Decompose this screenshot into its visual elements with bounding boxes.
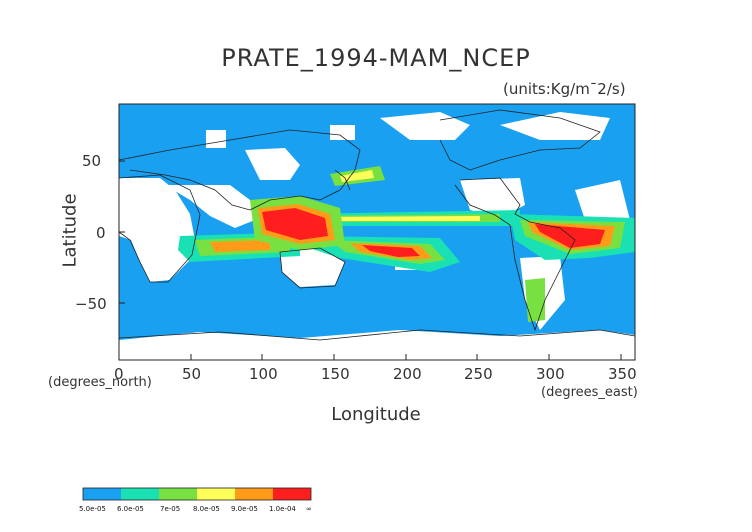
x-tick-100: 100	[249, 365, 278, 383]
x-tick-200: 200	[393, 365, 422, 383]
colorbar-label-2: 6.0e-05	[117, 505, 144, 513]
colorbar-swatch-2	[121, 488, 159, 500]
colorbar-label-6: 1.0e-04	[269, 505, 296, 513]
colorbar-label-5: 9.0e-05	[231, 505, 258, 513]
coastlines	[118, 109, 636, 341]
chart-title: PRATE_1994-MAM_NCEP	[221, 44, 531, 72]
y-tick-0: 0	[96, 224, 106, 242]
x-tick-350: 350	[608, 365, 637, 383]
colorbar-swatch-1	[83, 488, 121, 500]
precip-bands	[178, 166, 635, 322]
colorbar-label-3: 7e-05	[160, 505, 181, 513]
colorbar-swatch-6	[273, 488, 311, 500]
colorbar-label-4: 8.0e-05	[193, 505, 220, 513]
x-axis-units: (degrees_east)	[541, 385, 638, 400]
y-axis-units: (degrees_north)	[48, 375, 152, 390]
colorbar-swatch-3	[159, 488, 197, 500]
y-tick-50: 50	[82, 152, 102, 170]
colorbar-swatch-5	[235, 488, 273, 500]
colorbar-label-1: 5.0e-05	[79, 505, 106, 513]
colorbar-swatch-4	[197, 488, 235, 500]
below-threshold-regions	[119, 112, 635, 360]
x-axis-label: Longitude	[331, 404, 421, 425]
x-tick-50: 50	[182, 365, 202, 383]
y-tick-minus50: −50	[75, 295, 107, 313]
x-tick-0: 0	[114, 365, 124, 383]
units-label: (units:Kg/m¯2/s)	[503, 80, 626, 98]
colorbar-label-7: ∞	[306, 505, 312, 513]
x-tick-300: 300	[536, 365, 565, 383]
x-tick-150: 150	[321, 365, 350, 383]
tick-marks	[118, 160, 622, 360]
x-tick-250: 250	[464, 365, 493, 383]
